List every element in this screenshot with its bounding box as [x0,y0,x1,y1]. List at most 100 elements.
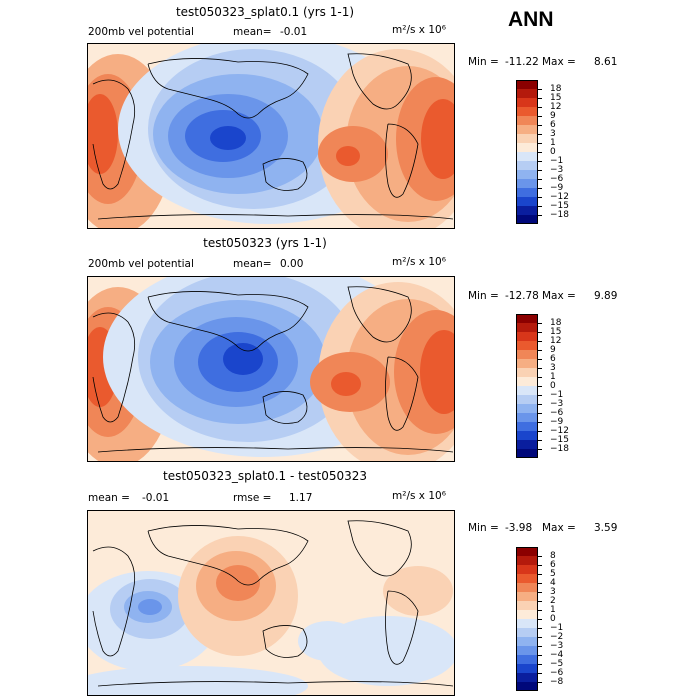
colorbar-tick [538,89,542,90]
colorbar-tick [538,583,542,584]
colorbar-tick [538,377,542,378]
colorbar-swatch [516,368,538,377]
panel-1-max-value: 8.61 [594,56,618,68]
colorbar-level-label: −6 [550,408,564,418]
colorbar-tick [538,98,542,99]
colorbar-tick [538,610,542,611]
colorbar-swatch [516,592,538,601]
colorbar-swatch [516,673,538,682]
colorbar-level-label: −2 [550,632,564,642]
panel-2-field-label: 200mb vel potential [88,258,194,270]
colorbar-tick [538,368,542,369]
colorbar-level-label: 12 [550,102,562,112]
panel-3-max-value: 3.59 [594,522,618,534]
colorbar-tick [538,134,542,135]
colorbar-swatch [516,152,538,161]
colorbar-swatch [516,637,538,646]
colorbar-tick [538,619,542,620]
colorbar-swatch [516,682,538,691]
colorbar-tick [538,341,542,342]
colorbar-frame [516,547,538,691]
colorbar-level-label: 9 [550,345,556,355]
colorbar-swatch [516,556,538,565]
colorbar-swatch [516,628,538,637]
colorbar-swatch [516,125,538,134]
colorbar-tick [538,179,542,180]
colorbar-level-label: 6 [550,354,556,364]
colorbar-swatch [516,655,538,664]
colorbar-level-label: 5 [550,569,556,579]
colorbar-tick [538,404,542,405]
colorbar-level-label: 2 [550,596,556,606]
panel-2-mean-value: 0.00 [280,258,304,270]
colorbar-swatch [516,98,538,107]
colorbar-tick [538,556,542,557]
panel-1-mean-value: -0.01 [280,26,308,38]
colorbar-level-label: −3 [550,399,564,409]
colorbar-level-label: 12 [550,336,562,346]
colorbar-swatch [516,404,538,413]
panel-1-mean-label: mean= [233,26,272,38]
colorbar-level-label: −9 [550,183,564,193]
colorbar-swatch [516,619,538,628]
colorbar-level-label: −1 [550,390,564,400]
panel-2-max-value: 9.89 [594,290,618,302]
colorbar-level-label: −8 [550,677,564,687]
colorbar-tick [538,161,542,162]
panel-3-rmse-label: rmse = [233,492,272,504]
colorbar-swatch [516,601,538,610]
colorbar-tick [538,574,542,575]
colorbar-tick [538,386,542,387]
panel-1-map [87,43,455,229]
colorbar-tick [538,431,542,432]
colorbar-swatch [516,107,538,116]
colorbar-level-label: 3 [550,129,556,139]
colorbar-tick [538,188,542,189]
colorbar-level-label: −12 [550,192,569,202]
colorbar-swatch [516,116,538,125]
panel-2-max-label: Max = [542,290,576,302]
panel-3-title: test050323_splat0.1 - test050323 [162,469,367,483]
panel-2-mean-label: mean= [233,258,272,270]
colorbar-level-label: 6 [550,560,556,570]
colorbar-tick [538,350,542,351]
colorbar-swatch [516,188,538,197]
colorbar-swatch [516,646,538,655]
colorbar-swatch [516,386,538,395]
colorbar-tick [538,664,542,665]
panel-2-units: m²/s x 10⁶ [392,256,446,268]
panel-3-rmse-value: 1.17 [289,492,313,504]
panel-1-max-label: Max = [542,56,576,68]
colorbar-swatch [516,413,538,422]
colorbar-level-label: 15 [550,93,562,103]
colorbar-level-label: −4 [550,650,564,660]
panel-1-min-label: Min = [468,56,499,68]
colorbar-level-label: 18 [550,318,562,328]
colorbar-tick [538,152,542,153]
colorbar-swatch [516,89,538,98]
colorbar-swatch [516,547,538,556]
panel-2-min-value: -12.78 [505,290,539,302]
colorbar-swatch [516,377,538,386]
colorbar-level-label: 0 [550,614,556,624]
colorbar-swatch [516,664,538,673]
colorbar-tick [538,125,542,126]
colorbar-tick [538,107,542,108]
colorbar-swatch [516,323,538,332]
colorbar-level-label: 4 [550,578,556,588]
colorbar-level-label: 1 [550,372,556,382]
colorbar-level-label: 0 [550,147,556,157]
season-label: ANN [508,8,554,31]
colorbar-level-label: 15 [550,327,562,337]
colorbar-swatch [516,449,538,458]
colorbar-tick [538,413,542,414]
panel-3-min-label: Min = [468,522,499,534]
colorbar-level-label: 1 [550,605,556,615]
colorbar-level-label: −6 [550,668,564,678]
panel-1-title: test050323_splat0.1 (yrs 1-1) [175,5,355,19]
colorbar-swatch [516,422,538,431]
colorbar-swatch [516,395,538,404]
colorbar-level-label: −12 [550,426,569,436]
panel-2-map [87,276,455,462]
colorbar-swatch [516,431,538,440]
